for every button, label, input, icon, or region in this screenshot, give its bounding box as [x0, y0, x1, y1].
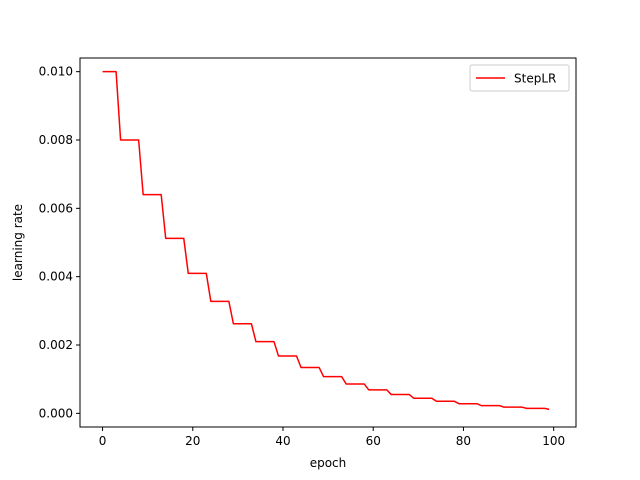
x-tick-label: 20 [185, 434, 200, 448]
plot-frame [79, 57, 577, 428]
y-axis-ticks: 0.000 0.002 0.004 0.006 0.008 0.010 [39, 65, 80, 420]
x-tick-label: 0 [99, 434, 107, 448]
x-tick-label: 60 [366, 434, 381, 448]
x-axis-ticks: 0 20 40 60 80 100 [99, 427, 565, 448]
y-tick-label: 0.002 [39, 338, 73, 352]
x-tick-label: 80 [456, 434, 471, 448]
legend: StepLR [469, 64, 570, 92]
series-line-steplr [102, 70, 550, 411]
y-tick-label: 0.010 [39, 65, 73, 79]
y-tick-label: 0.004 [39, 270, 73, 284]
x-tick-label: 100 [542, 434, 565, 448]
legend-label-steplr: StepLR [514, 72, 556, 86]
x-axis-label: epoch [310, 456, 347, 470]
x-tick-label: 40 [275, 434, 290, 448]
plot-area [80, 58, 576, 427]
y-tick-label: 0.006 [39, 201, 73, 215]
legend-box [469, 64, 570, 92]
y-axis-label: learning rate [11, 204, 25, 281]
y-tick-label: 0.000 [39, 406, 73, 420]
y-tick-label: 0.008 [39, 133, 73, 147]
